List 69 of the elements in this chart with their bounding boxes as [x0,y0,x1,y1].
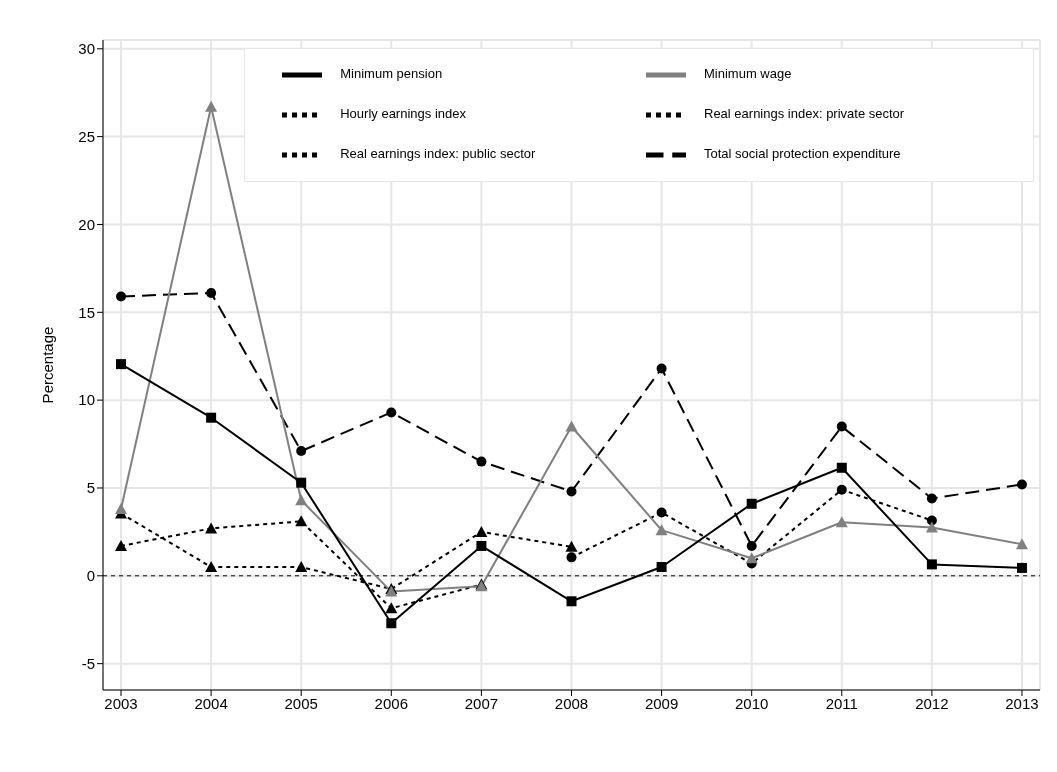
y-tick-label: 20 [78,215,95,233]
point [296,446,307,457]
point [295,494,308,506]
point [205,100,218,112]
point [206,412,217,423]
point [1015,538,1028,550]
point [385,602,398,614]
point [205,522,218,534]
point [115,539,128,551]
point [566,596,577,607]
y-tick-label: 25 [78,127,95,145]
point [566,552,577,563]
legend-label: Minimum pension [340,66,443,82]
point [925,521,938,533]
point [746,540,757,551]
x-tick-label: 2013 [1005,694,1039,712]
y-tick-label: -5 [81,654,95,672]
point [1016,479,1027,490]
point [205,561,218,573]
point [206,287,217,298]
x-tick-label: 2011 [825,694,858,712]
x-tick-label: 2012 [915,694,949,712]
x-tick-label: 2009 [644,694,679,712]
legend-label: Hourly earnings index [340,106,466,122]
point [656,507,667,518]
point [295,561,308,573]
legend-label: Real earnings index: public sector [340,146,536,162]
point [926,493,937,504]
point [656,562,667,573]
point [835,516,848,528]
point [655,524,668,536]
point [475,525,488,537]
point [926,515,937,526]
legend-label: Real earnings index: private sector [704,106,905,122]
y-tick-label: 10 [78,391,95,409]
y-tick-label: 5 [86,479,95,497]
point [476,540,487,551]
y-tick-label: 30 [78,40,95,58]
x-tick-label: 2003 [104,694,138,712]
point [836,484,847,495]
point [116,359,127,370]
point [926,559,937,570]
point [656,363,667,374]
point [836,421,847,432]
x-tick-label: 2004 [194,694,228,712]
point [386,407,397,418]
x-tick-label: 2006 [374,694,408,712]
point [1016,562,1027,573]
point [566,486,577,497]
point [116,291,127,302]
point [745,552,758,564]
point [836,462,847,473]
point [746,498,757,509]
y-tick-label: 0 [86,567,95,585]
x-tick-label: 2005 [284,694,318,712]
point [115,503,128,515]
legend-label: Minimum wage [704,66,792,82]
legend-label: Total social protection expenditure [704,146,901,162]
y-axis-title: Percentage [39,326,57,404]
x-tick-label: 2010 [735,694,769,712]
x-tick-label: 2008 [554,694,589,712]
x-tick-label: 2007 [464,694,499,712]
point [295,515,308,527]
point [296,477,307,488]
point [386,618,397,629]
point [565,420,578,432]
y-tick-label: 15 [78,303,95,321]
point [476,456,487,467]
point [565,540,578,552]
